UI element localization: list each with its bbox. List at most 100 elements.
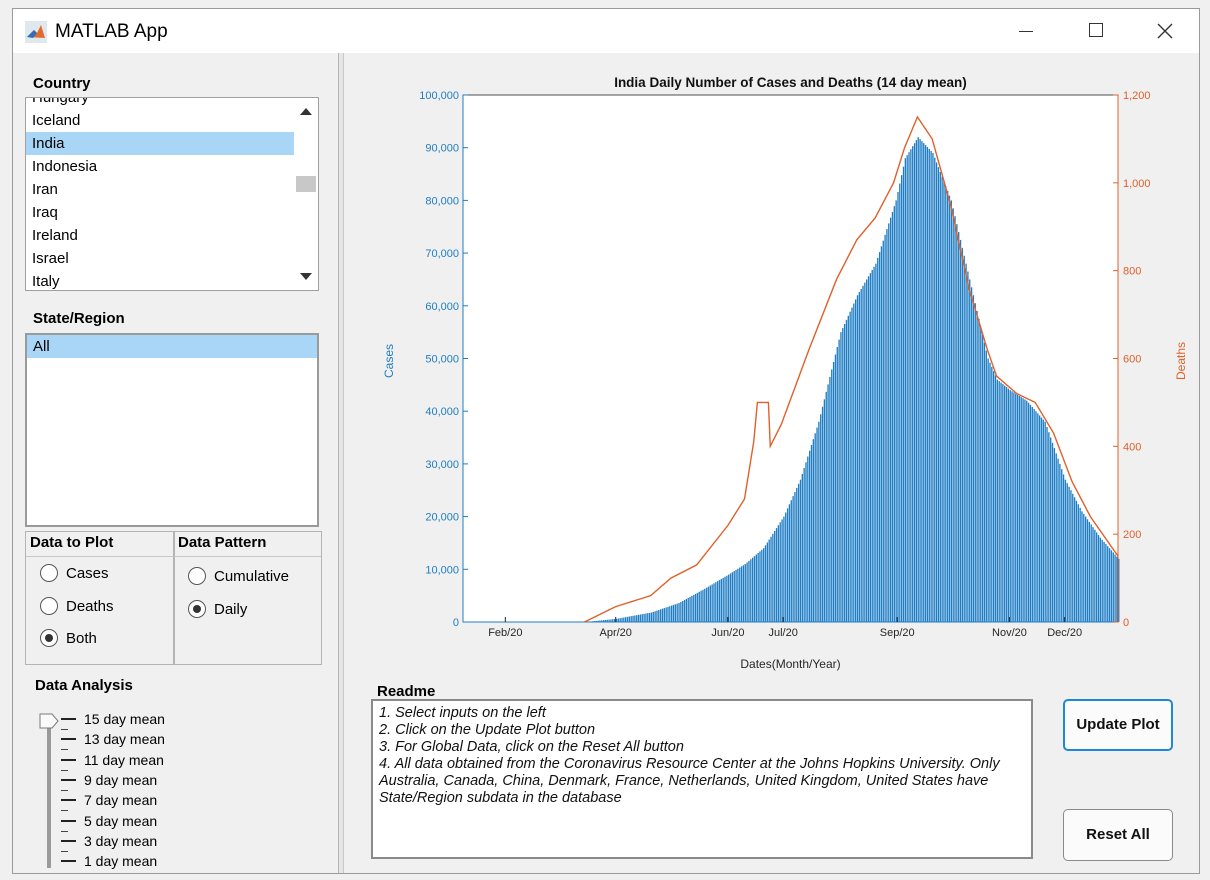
cases-bar [930, 150, 932, 622]
cases-bar [1027, 402, 1030, 622]
cases-bar [1040, 417, 1043, 622]
radio-both[interactable]: Both [40, 629, 97, 647]
country-list-item[interactable]: Iceland [32, 112, 81, 129]
right-tick-label: 800 [1123, 266, 1141, 278]
country-list-item[interactable]: Iraq [32, 204, 58, 221]
cases-bar [667, 606, 669, 622]
cases-bar [1015, 393, 1017, 622]
x-tick-label: Nov/20 [992, 627, 1027, 639]
cases-bar [613, 619, 616, 622]
readme-textarea[interactable]: 1. Select inputs on the left 2. Click on… [371, 699, 1033, 859]
data-analysis-label: Data Analysis [35, 677, 133, 694]
radio-deaths[interactable]: Deaths [40, 597, 114, 615]
cases-bar [659, 609, 662, 622]
y-axis-label-right: Deaths [1174, 342, 1188, 380]
cases-bar [617, 618, 619, 622]
cases-bar [814, 433, 816, 622]
cases-bar [871, 269, 873, 622]
cases-bar [851, 307, 853, 622]
cases-bar [619, 618, 621, 622]
country-listbox[interactable]: Hungary Iceland India Indonesia Iran Iraq Irel… [25, 97, 319, 291]
radio-daily[interactable]: Daily [188, 600, 247, 618]
cases-bar [737, 568, 739, 622]
state-region-label: State/Region [33, 310, 125, 327]
cases-deaths-chart: 0 10,000 20,000 30,000 40,000 50,000 60,000 70,… [382, 75, 1188, 671]
radio-label: Deaths [66, 597, 114, 615]
cases-bar [680, 602, 682, 622]
country-list-item[interactable]: Ireland [32, 227, 78, 244]
cases-bar [713, 583, 715, 622]
country-list-item[interactable]: Hungary [32, 97, 89, 106]
mean-slider-thumb[interactable] [39, 713, 59, 729]
reset-all-button[interactable]: Reset All [1063, 809, 1173, 861]
cases-bar [1072, 493, 1074, 622]
country-list-item[interactable]: Italy [32, 273, 60, 290]
radio-label: Cumulative [214, 567, 290, 585]
country-list-item[interactable]: Iran [32, 181, 58, 198]
cases-bar [612, 619, 614, 622]
cases-bar [757, 552, 759, 622]
cases-bar [832, 362, 835, 622]
cases-bar [777, 525, 780, 622]
tick-mark [61, 819, 76, 822]
scroll-thumb[interactable] [296, 176, 316, 192]
cases-bar [1020, 397, 1022, 622]
cases-bar [785, 512, 787, 622]
cases-bar [1107, 546, 1109, 622]
left-tick-label: 0 [453, 617, 459, 629]
minimize-icon[interactable] [1019, 31, 1033, 32]
radio-button[interactable] [40, 597, 58, 615]
left-tick-label: 80,000 [425, 195, 459, 207]
cases-bar [1081, 511, 1083, 622]
cases-bar [775, 528, 778, 622]
cases-bar [1108, 548, 1111, 622]
radio-button[interactable] [188, 600, 206, 618]
cases-bar [877, 257, 879, 622]
cases-bar [989, 362, 991, 622]
cases-bar [718, 580, 721, 622]
slider-tick: 15 day mean [61, 709, 165, 729]
mean-slider-track[interactable] [47, 728, 51, 868]
country-list-item[interactable]: Indonesia [32, 158, 98, 175]
cases-bar [1075, 500, 1078, 622]
cases-bar [654, 611, 656, 622]
cases-bar [843, 323, 846, 622]
slider-tick: 1 day mean [61, 851, 157, 871]
cases-bar [987, 358, 989, 622]
cases-bar [974, 303, 976, 622]
scroll-up-icon[interactable] [300, 108, 312, 115]
cases-bar [847, 315, 849, 622]
cases-bar [763, 548, 765, 622]
cases-bar [1038, 415, 1041, 622]
radio-button[interactable] [40, 629, 58, 647]
cases-bar [751, 557, 754, 622]
radio-button[interactable] [40, 564, 58, 582]
state-region-list-item[interactable]: All [27, 335, 317, 358]
tick-mark [61, 758, 76, 761]
cases-bar [889, 217, 892, 622]
left-panel: Country Hungary Iceland India Indonesia Iran… [13, 53, 339, 873]
slider-tick: 9 day mean [61, 770, 157, 790]
update-plot-button[interactable]: Update Plot [1063, 699, 1173, 751]
maximize-icon[interactable] [1089, 23, 1103, 37]
country-scrollbar[interactable] [294, 98, 318, 290]
cases-bar [792, 496, 794, 622]
radio-cases[interactable]: Cases [40, 564, 109, 582]
cases-bar [788, 504, 791, 622]
cases-bar [980, 326, 982, 622]
panel-splitter[interactable] [339, 53, 344, 873]
country-list-item[interactable]: India [26, 132, 294, 155]
cases-bar [717, 581, 719, 622]
country-list-item[interactable]: Israel [32, 250, 69, 267]
radio-button[interactable] [188, 567, 206, 585]
radio-label: Daily [214, 600, 248, 618]
state-region-listbox[interactable]: All [25, 333, 319, 527]
radio-cumulative[interactable]: Cumulative [188, 567, 289, 585]
cases-bar [897, 191, 899, 622]
close-icon[interactable] [1155, 21, 1175, 41]
cases-bar [731, 572, 734, 622]
scroll-down-icon[interactable] [300, 273, 312, 280]
cases-bar [950, 200, 953, 622]
title-bar: MATLAB App [13, 9, 1199, 53]
cases-bar [1000, 382, 1002, 622]
